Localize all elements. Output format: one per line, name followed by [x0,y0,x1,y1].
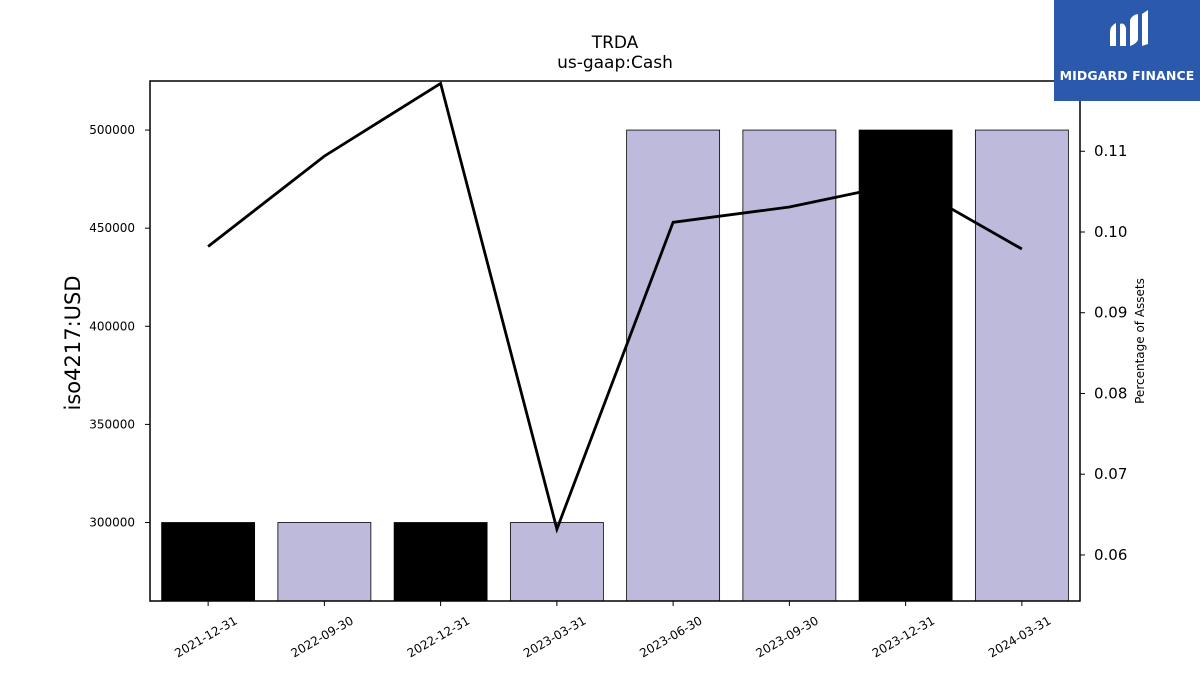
x-tick-label: 2023-03-31 [521,613,588,660]
x-axis: 2021-12-31 2022-09-30 2022-12-31 2023-03-31… [172,601,1053,660]
plot-frame [149,80,1081,602]
x-tick-label: 2024-03-31 [986,613,1053,660]
x-tick-label: 2022-09-30 [288,613,355,660]
bar-series [161,129,1069,602]
bar-2023-03-31 [509,522,604,602]
bar-2023-09-30 [742,129,837,602]
y-tick-label: 350000 [89,417,135,431]
y-axis-label: iso4217:USD [61,275,85,410]
y-axis-right: 0.06 0.07 0.08 0.09 0.10 0.11 [1080,142,1127,564]
y2-tick-label: 0.10 [1094,223,1127,241]
percentage-line [207,81,1023,534]
y2-tick-label: 0.06 [1094,546,1127,564]
x-tick-label: 2021-12-31 [172,613,239,660]
line-series [207,81,1023,534]
bar-2024-03-31 [974,129,1069,602]
y2-tick-label: 0.07 [1094,465,1127,483]
bar-2023-12-31 [858,129,953,602]
chart-title: TRDA [591,33,639,53]
logo-mark-icon [1110,10,1148,46]
y-axis-left: 300000 350000 400000 450000 500000 [89,123,150,530]
y-tick-label: 500000 [89,123,135,137]
y-tick-label: 450000 [89,221,135,235]
y-tick-label: 300000 [89,516,135,530]
x-tick-label: 2023-12-31 [870,613,937,660]
x-tick-label: 2023-09-30 [753,613,820,660]
x-tick-label: 2023-06-30 [637,613,704,660]
y2-tick-label: 0.09 [1094,304,1127,322]
bar-2022-09-30 [277,522,372,602]
bar-2023-06-30 [626,129,721,602]
y2-axis-label: Percentage of Assets [1133,278,1147,404]
bar-2021-12-31 [161,522,256,602]
brand-logo: MIDGARD FINANCE [1054,0,1200,101]
y-tick-label: 400000 [89,319,135,333]
x-tick-label: 2022-12-31 [405,613,472,660]
y2-tick-label: 0.08 [1094,384,1127,402]
bar-2022-12-31 [393,522,488,602]
logo-text: MIDGARD FINANCE [1059,68,1195,83]
chart-subtitle: us-gaap:Cash [557,53,673,73]
y2-tick-label: 0.11 [1094,142,1127,160]
